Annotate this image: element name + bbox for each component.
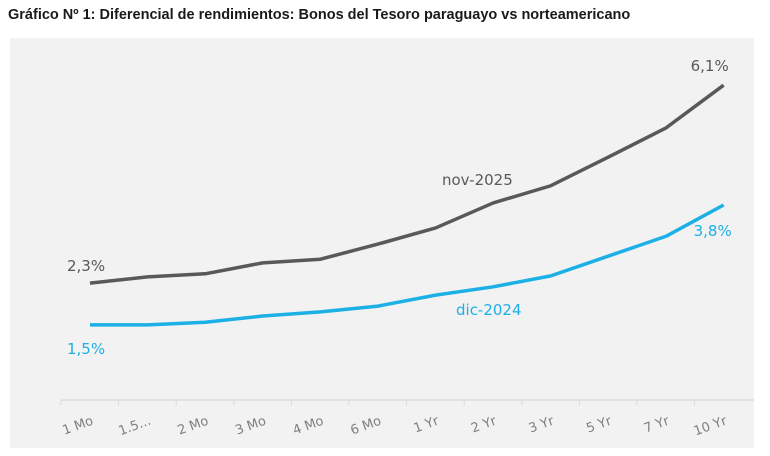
x-tick-label: 7 Yr xyxy=(642,413,672,436)
x-tick-label: 3 Yr xyxy=(527,413,557,436)
x-tick-label: 3 Mo xyxy=(233,414,268,439)
series-label: dic-2024 xyxy=(456,301,522,319)
chart-title: Gráfico Nº 1: Diferencial de rendimiento… xyxy=(8,7,631,23)
data-label-last: 3,8% xyxy=(694,222,732,240)
x-tick-label: 10 Yr xyxy=(692,413,730,439)
series-line-dic-2024 xyxy=(90,203,725,327)
x-tick-label: 1 Mo xyxy=(61,414,96,439)
x-tick-label: 5 Yr xyxy=(584,413,614,436)
series-line-nov-2025 xyxy=(89,83,725,285)
x-tick-label: 1 Yr xyxy=(412,413,442,436)
x-tick-label: 1.5... xyxy=(117,414,153,439)
series-label: nov-2025 xyxy=(442,171,513,189)
data-label-last: 6,1% xyxy=(691,57,729,75)
x-tick-label: 6 Mo xyxy=(349,414,384,439)
x-tick-label: 2 Mo xyxy=(176,414,211,439)
x-tick-label: 4 Mo xyxy=(291,414,326,439)
x-tick-label: 2 Yr xyxy=(469,413,499,436)
data-label-first: 2,3% xyxy=(67,257,105,275)
data-label-first: 1,5% xyxy=(67,340,105,358)
